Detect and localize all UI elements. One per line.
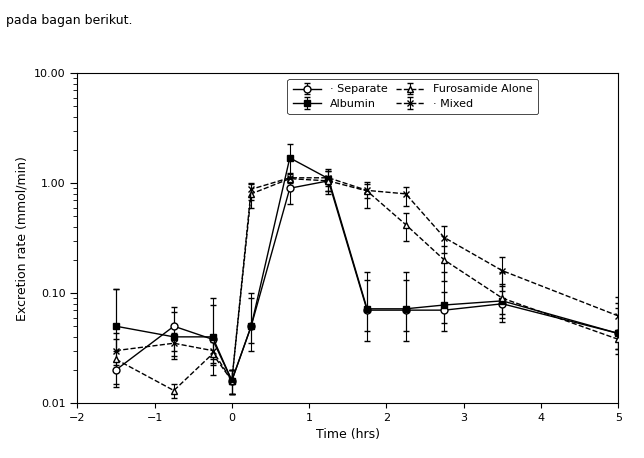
X-axis label: Time (hrs): Time (hrs)	[316, 428, 380, 442]
Legend: · Separate, Albumin, Furosamide Alone, · Mixed: · Separate, Albumin, Furosamide Alone, ·…	[287, 79, 538, 114]
Text: pada bagan berikut.: pada bagan berikut.	[6, 14, 133, 27]
Y-axis label: Excretion rate (mmol/min): Excretion rate (mmol/min)	[15, 156, 28, 321]
